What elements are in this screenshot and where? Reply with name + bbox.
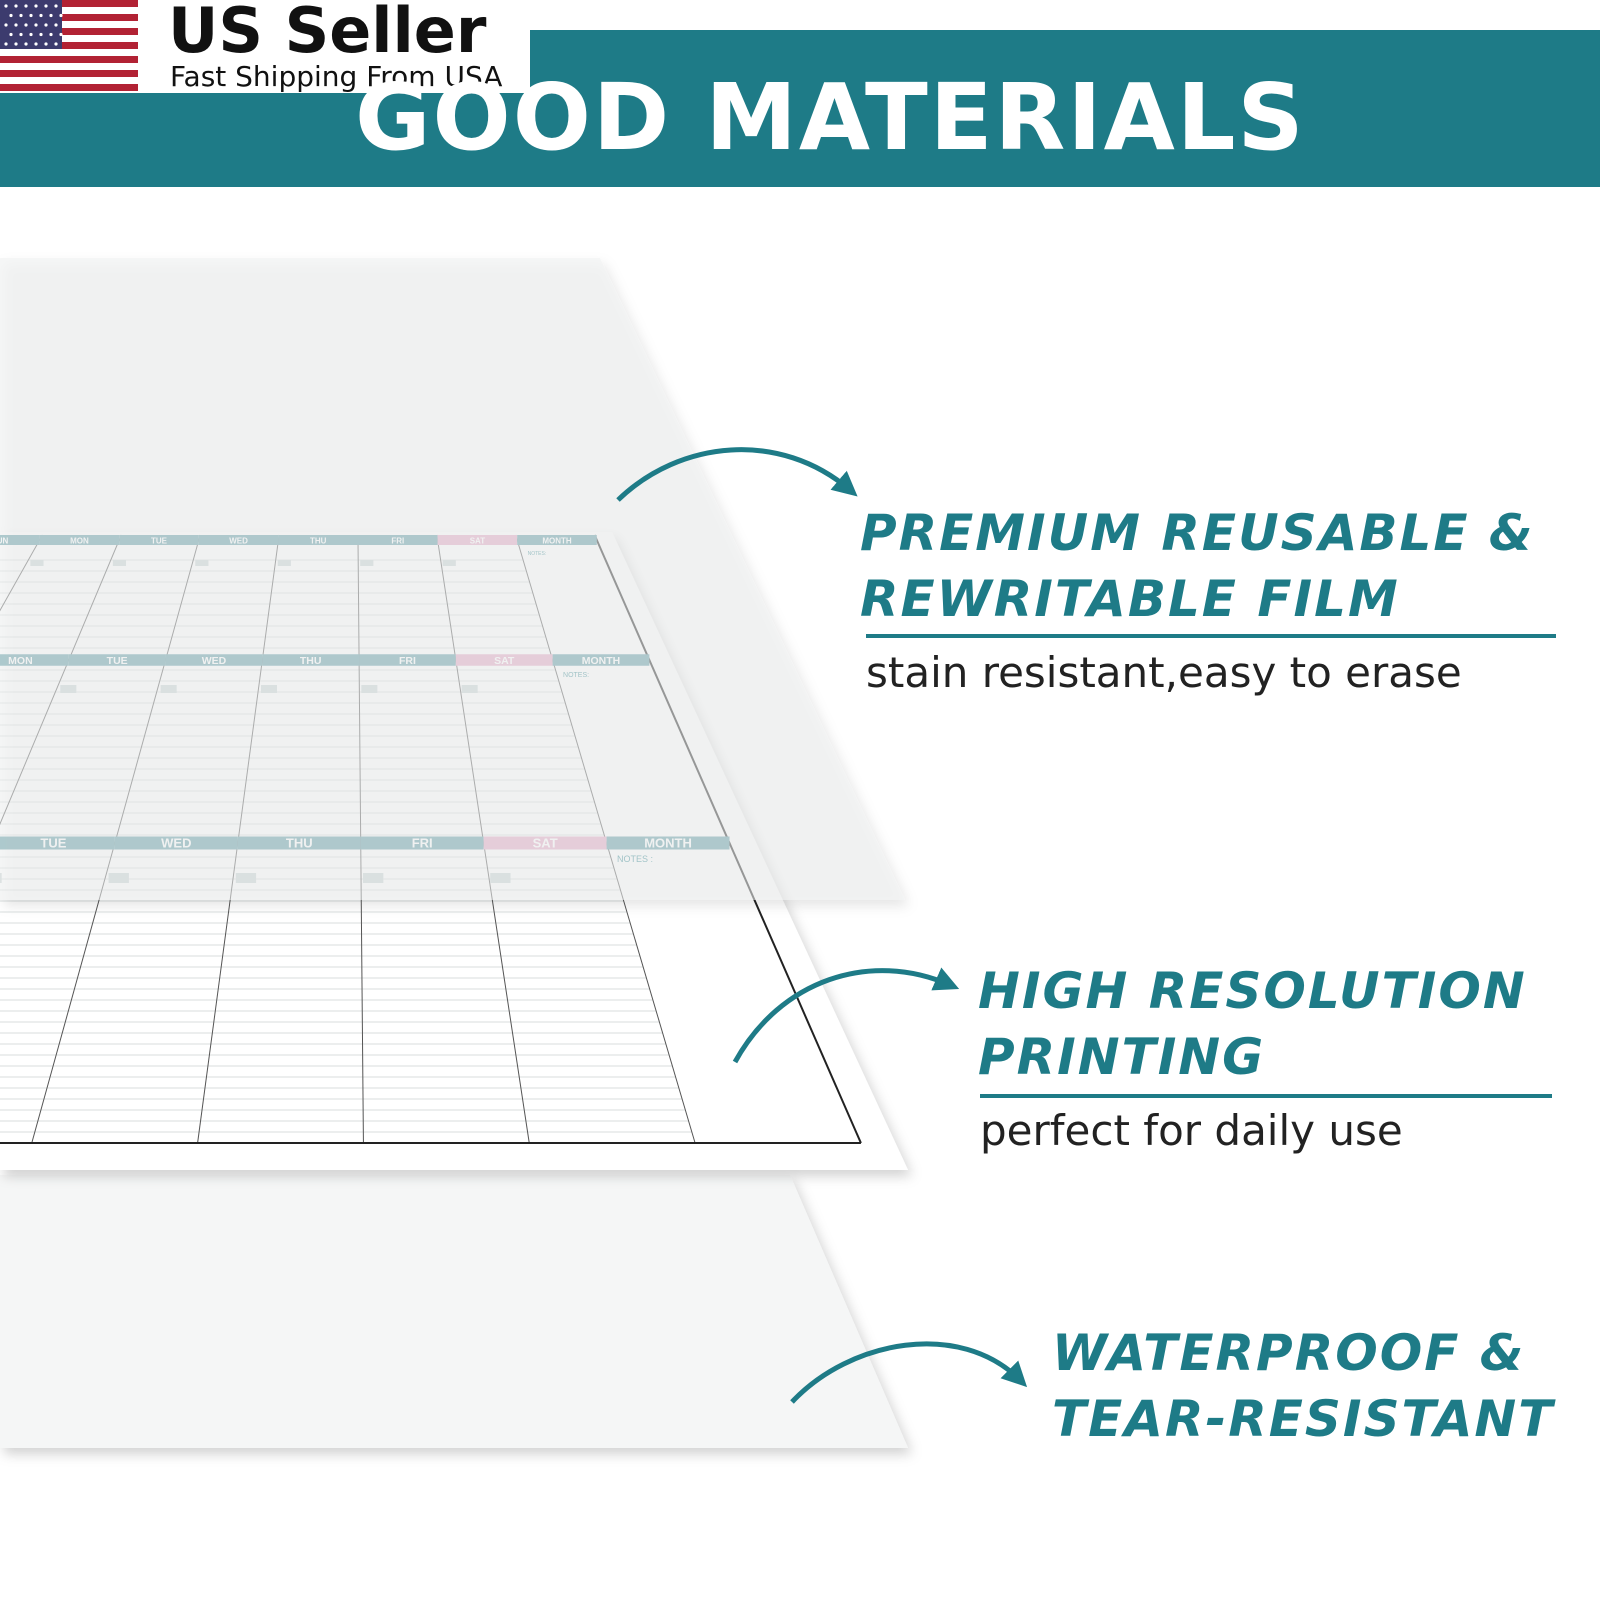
flag-stripe (0, 56, 138, 63)
flag-stripe (0, 42, 138, 49)
flag-star (54, 23, 58, 27)
arrow (790, 1341, 1028, 1404)
flag-stripe (0, 0, 138, 7)
flag-stripe (0, 84, 138, 91)
flag-star (44, 23, 48, 27)
flag-star (24, 42, 28, 46)
flag-star (54, 42, 58, 46)
flag-star (59, 32, 63, 37)
feature-title: TEAR-RESISTANT (1052, 1390, 1555, 1448)
sheet-bottom (0, 1175, 908, 1448)
flag-star (39, 32, 43, 37)
flag-stripe (0, 14, 138, 21)
flag-star (39, 13, 43, 18)
feature-title: PREMIUM REUSABLE & (860, 504, 1535, 562)
flag-star (4, 4, 8, 8)
flag-stripe (0, 21, 138, 28)
flag-canton (0, 0, 62, 49)
feature-title: WATERPROOF & (1052, 1324, 1526, 1382)
flag-star (54, 4, 58, 8)
arrow (616, 447, 858, 502)
flag-star (9, 13, 13, 18)
flag-stripe (0, 70, 138, 77)
flag-stripe (0, 35, 138, 42)
us-flag (0, 0, 138, 91)
feature-subtitle: stain resistant,easy to erase (866, 648, 1462, 697)
flag-star (44, 42, 48, 46)
flag-star (49, 32, 53, 37)
flag-stripe (0, 7, 138, 14)
flag-star (29, 32, 33, 37)
feature-subtitle: perfect for daily use (980, 1106, 1403, 1155)
flag-star (14, 23, 18, 27)
underline (980, 1094, 1552, 1098)
flag-stripe (0, 77, 138, 84)
flag-stripe (0, 63, 138, 70)
flag-star (19, 13, 23, 18)
flag-star (4, 42, 8, 46)
flag-star (24, 23, 28, 27)
sheet-top (0, 258, 905, 900)
flag-star (34, 4, 38, 8)
flag-star (29, 13, 33, 18)
feature-title: HIGH RESOLUTION (978, 962, 1527, 1020)
flag-star (24, 4, 28, 8)
badge-title: US Seller (168, 0, 487, 67)
flag-star (34, 42, 38, 46)
flag-star (44, 4, 48, 8)
flag-star (59, 13, 63, 18)
flag-stripe (0, 28, 138, 35)
feature-title: REWRITABLE FILM (860, 570, 1400, 628)
flag-star (14, 42, 18, 46)
flag-star (14, 4, 18, 8)
flag-star (34, 23, 38, 27)
badge-subtitle: Fast Shipping From USA (170, 60, 503, 93)
flag-star (19, 32, 23, 37)
flag-stripe (0, 49, 138, 56)
flag-star (49, 13, 53, 18)
flag-star (9, 32, 13, 37)
underline (866, 634, 1556, 638)
arrow (732, 967, 960, 1064)
feature-title: PRINTING (978, 1028, 1266, 1086)
flag-star (4, 23, 8, 27)
header-title: GOOD MATERIALS (355, 64, 1306, 171)
